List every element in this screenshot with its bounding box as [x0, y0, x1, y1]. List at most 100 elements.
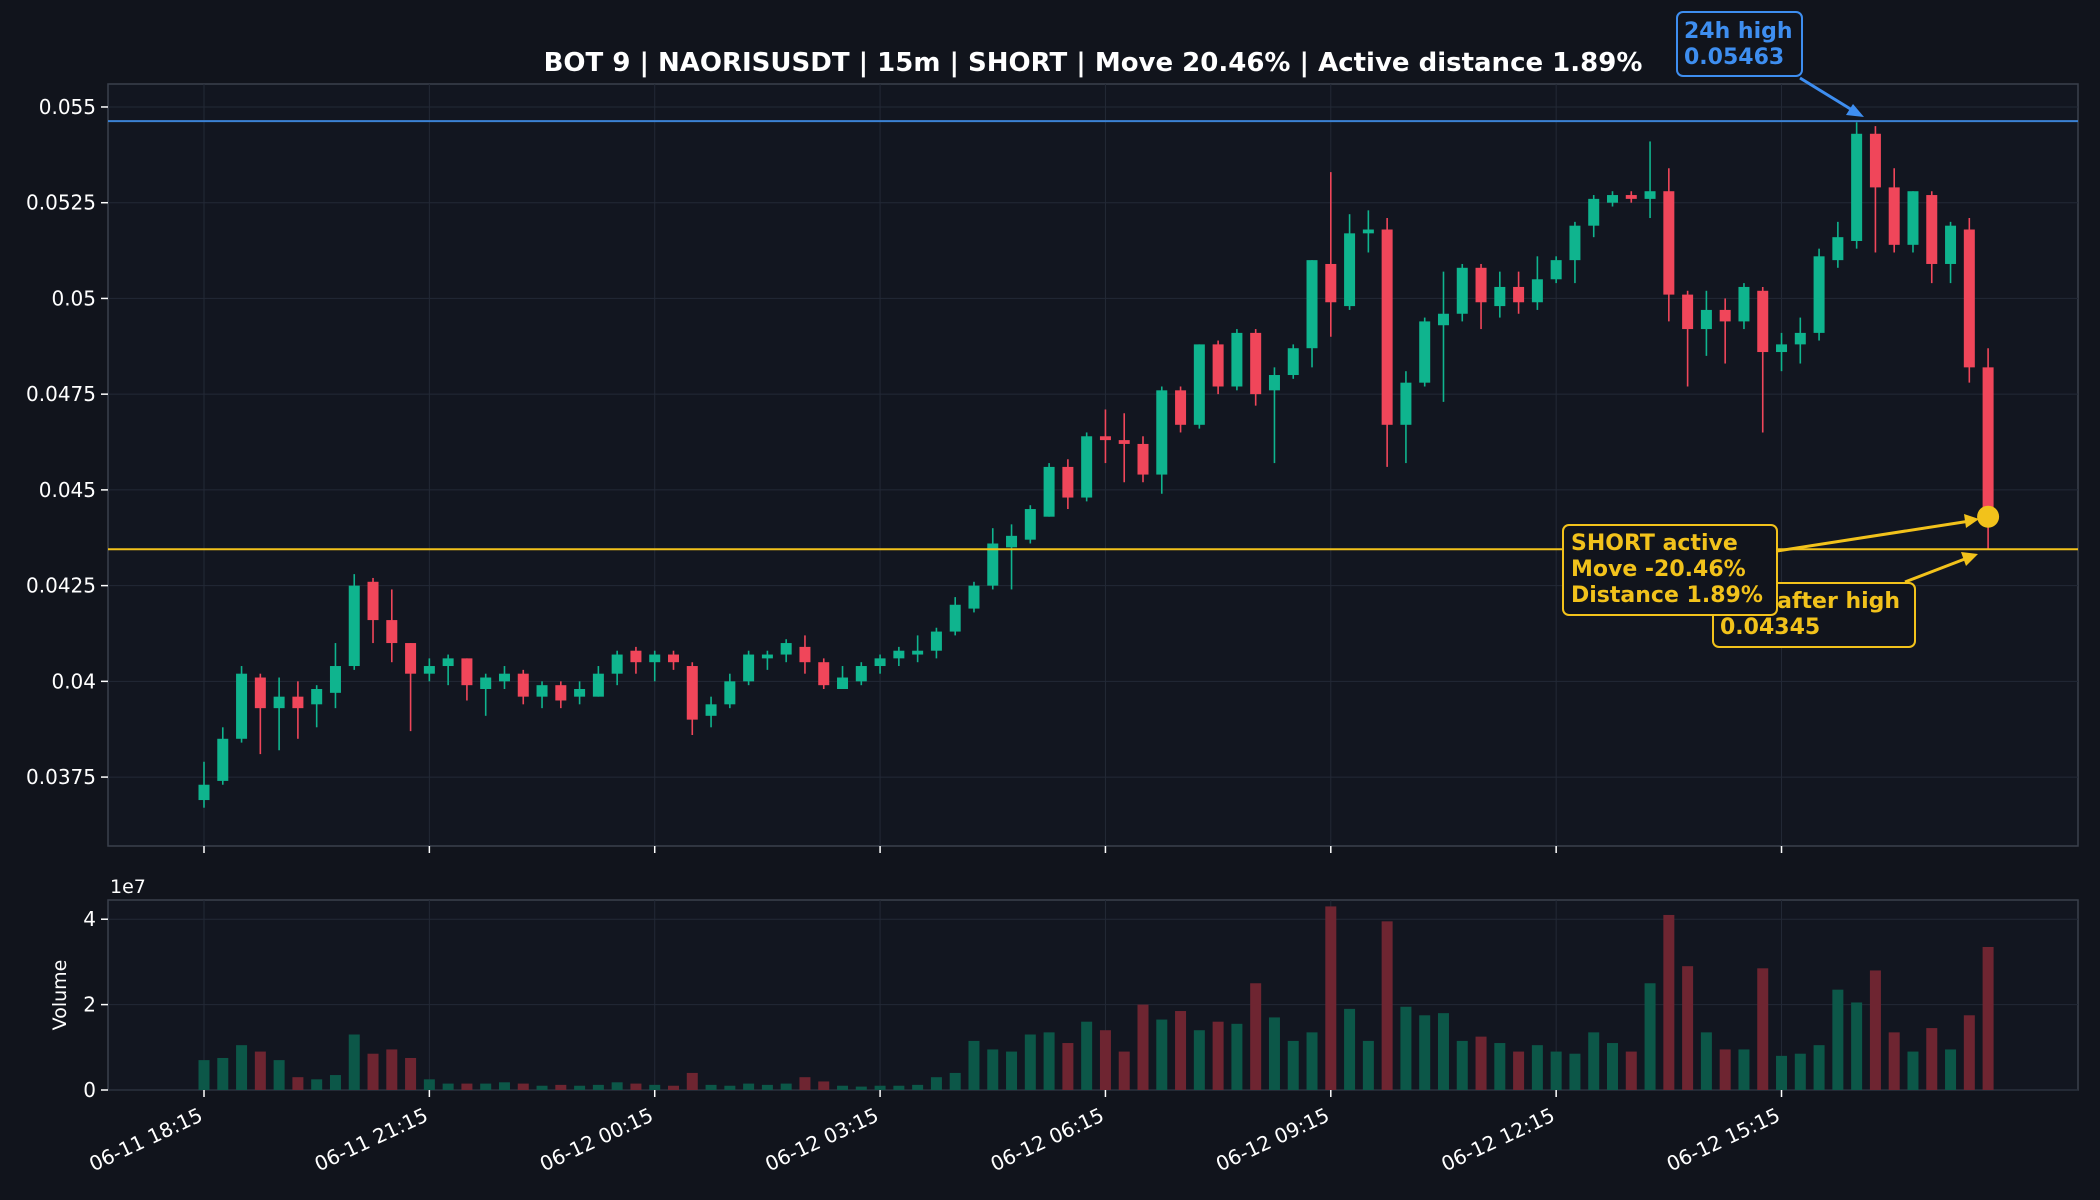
bull-candle [1006, 535, 1018, 548]
volume-bar [1963, 1015, 1975, 1090]
volume-bar [1306, 1032, 1318, 1090]
volume-bar [818, 1081, 830, 1090]
bull-candle [1531, 279, 1543, 303]
volume-bar [198, 1060, 210, 1090]
active-annotation-box [1562, 524, 1778, 616]
bull-candle [1776, 344, 1788, 353]
bear-candle [818, 662, 830, 686]
volume-bar [780, 1083, 792, 1090]
bear-candle [1475, 267, 1487, 303]
bull-candle [987, 543, 999, 586]
volume-bar [498, 1082, 510, 1090]
bear-candle [1982, 367, 1994, 517]
volume-bar [442, 1083, 454, 1090]
volume-bar [1813, 1045, 1825, 1090]
volume-bars [198, 906, 1994, 1090]
volume-bar [1043, 1032, 1055, 1090]
volume-bar [1250, 983, 1262, 1090]
volume-bar [1475, 1036, 1487, 1090]
bear-candle [1869, 133, 1881, 188]
volume-bar [574, 1085, 586, 1090]
bull-candle [198, 784, 210, 801]
bear-candle [517, 673, 529, 697]
bear-candle [1175, 390, 1187, 425]
bull-candle [1588, 198, 1600, 226]
high-annotation-arrow [1799, 76, 1858, 115]
bull-candle [1907, 191, 1919, 245]
bull-candle [442, 658, 454, 667]
volume-bar [1700, 1032, 1712, 1090]
bear-candle [799, 646, 811, 663]
volume-bar [254, 1051, 266, 1090]
volume-bar [273, 1060, 285, 1090]
low-arrowhead [1961, 552, 1978, 566]
volume-bar [949, 1072, 961, 1090]
volume-bar [968, 1040, 980, 1090]
volume-bar [1644, 983, 1656, 1090]
volume-bar [1531, 1045, 1543, 1090]
bull-candle [1607, 195, 1618, 203]
volume-bar [1081, 1021, 1093, 1090]
volume-bar [649, 1084, 661, 1090]
volume-bar [1381, 921, 1393, 1090]
bull-candle [1569, 225, 1581, 261]
bear-candle [1212, 344, 1224, 387]
volume-bar [1719, 1049, 1731, 1090]
bull-candle [743, 654, 755, 682]
bull-candle [1832, 237, 1844, 261]
bull-candle [1813, 256, 1825, 333]
volume-bar [1907, 1051, 1919, 1090]
volume-tick-label: 2 [83, 993, 96, 1017]
volume-bar [1400, 1006, 1412, 1090]
volume-bar [611, 1082, 623, 1090]
volume-bar [1193, 1030, 1205, 1090]
volume-bar [855, 1086, 867, 1090]
bull-candle [236, 673, 248, 739]
bull-candle [761, 654, 773, 659]
volume-bar [743, 1083, 755, 1090]
bull-candle [1231, 332, 1243, 387]
volume-bar [480, 1083, 492, 1090]
bull-candle [1456, 267, 1468, 314]
bull-candle [912, 650, 924, 655]
volume-bar [912, 1084, 924, 1090]
volume-bar [461, 1083, 473, 1090]
bear-candle [254, 677, 266, 709]
bull-candle [968, 585, 980, 609]
volume-bar [930, 1077, 942, 1090]
bull-candle [217, 738, 229, 781]
volume-bar [1006, 1051, 1018, 1090]
bull-candle [329, 666, 341, 693]
bear-candle [555, 685, 567, 701]
bear-candle [1926, 195, 1938, 264]
bull-candle [1268, 375, 1280, 391]
bull-candle [724, 681, 736, 705]
volume-bar [1945, 1049, 1957, 1090]
volume-bar [292, 1077, 304, 1090]
volume-bar [536, 1085, 548, 1090]
bear-candle [1381, 229, 1393, 425]
volume-bar [1344, 1008, 1356, 1090]
bull-candle [780, 643, 792, 655]
high-annotation-value: 0.05463 [1684, 45, 1784, 70]
active-annotation-distance: Distance 1.89% [1571, 583, 1763, 608]
volume-bar [1926, 1028, 1938, 1090]
bear-candle [686, 666, 698, 720]
bull-candle [1043, 466, 1055, 517]
volume-bar [1118, 1051, 1130, 1090]
high-annotation: 24h high 0.05463 [1676, 11, 1864, 117]
active-annotation-move: Move -20.46% [1571, 557, 1746, 582]
volume-bar [1738, 1049, 1750, 1090]
bear-candle [1250, 332, 1262, 395]
volume-bar [1437, 1013, 1449, 1090]
bull-candle [649, 654, 661, 663]
bear-candle [1118, 440, 1130, 444]
bear-candle [386, 620, 398, 644]
price-tick-label: 0.0475 [26, 382, 96, 406]
volume-bar [217, 1057, 229, 1090]
volume-bar [1494, 1043, 1506, 1090]
volume-bar [1419, 1015, 1431, 1090]
bull-candle [1306, 260, 1318, 349]
bear-candle [1062, 466, 1074, 498]
